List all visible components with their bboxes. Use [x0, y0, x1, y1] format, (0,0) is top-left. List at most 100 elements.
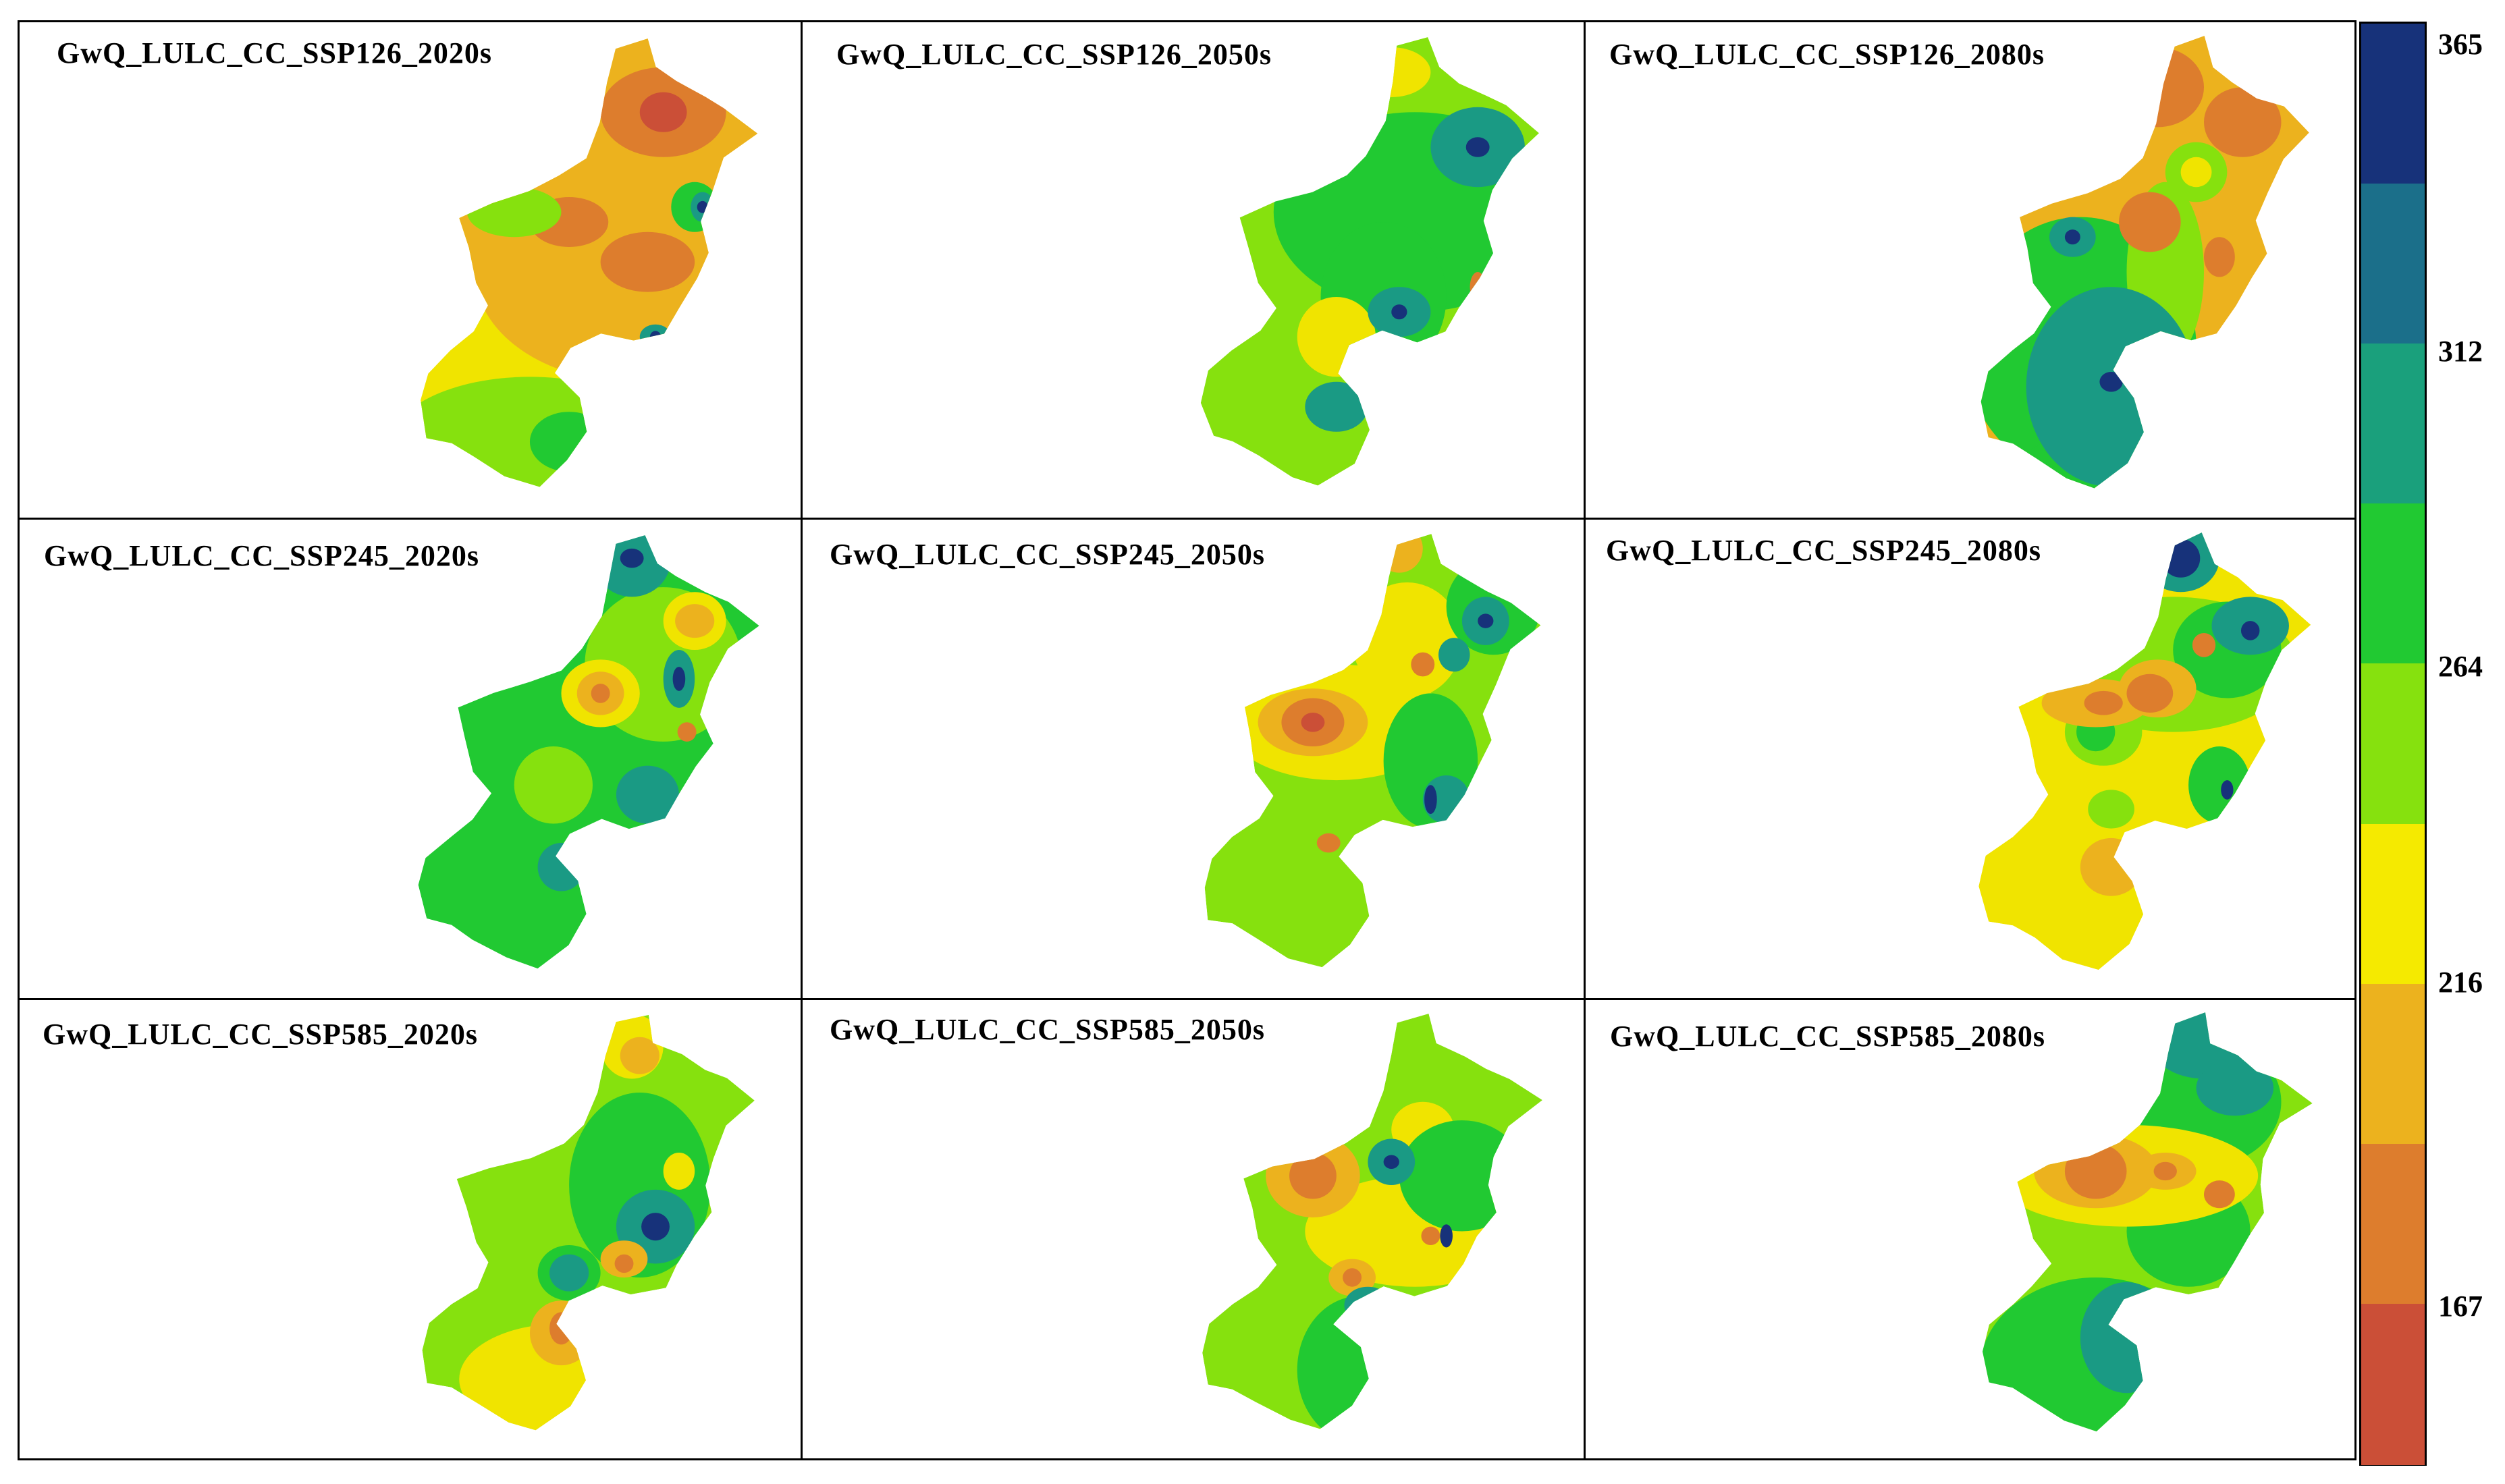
legend-label: 365 — [2438, 28, 2483, 61]
panel-title: GwQ_LULC_CC_SSP245_2020s — [44, 539, 479, 572]
map-zone — [2204, 87, 2282, 157]
map-zone — [2126, 674, 2174, 713]
map-zone — [1316, 833, 1341, 853]
legend-swatch — [2361, 1143, 2425, 1305]
panel-title: GwQ_LULC_CC_SSP585_2080s — [1610, 1020, 2045, 1053]
map-panel-ssp245-2050s: GwQ_LULC_CC_SSP245_2050s — [801, 518, 1586, 1000]
map-zone — [1424, 785, 1437, 815]
map-zone — [537, 843, 585, 891]
map-zone — [616, 765, 679, 824]
map-zone — [639, 324, 672, 350]
map-zone — [1399, 1120, 1525, 1232]
panel-title: GwQ_LULC_CC_SSP245_2080s — [1606, 534, 2041, 567]
map-regions — [418, 535, 759, 969]
map-zone — [1375, 534, 1423, 573]
map-zone — [2119, 192, 2181, 252]
map-zone — [697, 200, 708, 213]
map-regions — [1200, 37, 1539, 486]
map-zone — [2204, 1180, 2235, 1209]
map-zone — [2080, 1282, 2174, 1394]
legend-swatch — [2361, 503, 2425, 665]
map-regions — [421, 38, 758, 487]
color-legend — [2359, 22, 2427, 1466]
map-panel-ssp585-2020s: GwQ_LULC_CC_SSP585_2020s — [18, 998, 803, 1460]
map-ssp585-2020s — [422, 1014, 755, 1431]
map-zone — [1343, 1268, 1362, 1287]
map-ssp245-2050s — [1204, 534, 1541, 968]
legend-label: 312 — [2438, 335, 2483, 368]
map-zone — [1352, 582, 1462, 698]
map-zone — [2180, 157, 2212, 188]
map-zone — [1411, 652, 1435, 677]
map-panel-ssp245-2020s: GwQ_LULC_CC_SSP245_2020s — [18, 518, 803, 1000]
map-panel-ssp126-2080s: GwQ_LULC_CC_SSP126_2080s — [1584, 20, 2356, 520]
map-zone — [641, 1213, 670, 1241]
map-zone — [549, 1254, 589, 1292]
legend-swatch — [2361, 823, 2425, 985]
map-zone — [2161, 539, 2201, 578]
map-zone — [1465, 137, 1490, 157]
map-panel-ssp126-2020s: GwQ_LULC_CC_SSP126_2020s — [18, 20, 803, 520]
panel-title: GwQ_LULC_CC_SSP126_2050s — [836, 38, 1272, 71]
panel-title: GwQ_LULC_CC_SSP585_2050s — [830, 1013, 1265, 1046]
map-zone — [614, 1254, 634, 1273]
legend-swatch — [2361, 1303, 2425, 1466]
map-ssp585-2050s — [1202, 1014, 1542, 1429]
map-zone — [2196, 1060, 2274, 1116]
map-zone — [2111, 47, 2204, 128]
map-zone — [620, 1037, 659, 1074]
map-zone — [1352, 47, 1431, 97]
map-zone — [1383, 1155, 1399, 1170]
map-zone — [2192, 633, 2216, 657]
map-zone — [529, 412, 609, 472]
map-ssp245-2080s — [1978, 532, 2311, 970]
map-zone — [2084, 690, 2123, 715]
map-ssp126-2020s — [421, 38, 758, 487]
panel-title: GwQ_LULC_CC_SSP126_2020s — [57, 36, 492, 70]
map-zone — [421, 377, 672, 487]
panel-title: GwQ_LULC_CC_SSP245_2050s — [830, 538, 1265, 571]
map-zone — [639, 92, 687, 132]
map-panel-ssp585-2080s: GwQ_LULC_CC_SSP585_2080s — [1584, 998, 2356, 1460]
legend-label: 264 — [2438, 650, 2483, 683]
map-zone — [514, 746, 593, 824]
map-regions — [1978, 532, 2311, 970]
map-zone — [591, 684, 610, 703]
map-regions — [1202, 1014, 1542, 1429]
legend-swatch — [2361, 184, 2425, 346]
map-zone — [1344, 1286, 1392, 1324]
map-zone — [1362, 1298, 1374, 1313]
map-zone — [2204, 237, 2235, 277]
map-zone — [620, 548, 644, 568]
map-zone — [549, 1312, 573, 1345]
map-zone — [1289, 1153, 1337, 1199]
map-regions — [1204, 534, 1541, 968]
legend-swatch — [2361, 343, 2425, 505]
panel-title: GwQ_LULC_CC_SSP126_2080s — [1609, 38, 2045, 71]
map-zone — [2088, 790, 2134, 829]
panel-title: GwQ_LULC_CC_SSP585_2020s — [43, 1018, 478, 1051]
map-panel-ssp245-2080s: GwQ_LULC_CC_SSP245_2080s — [1584, 518, 2356, 1000]
map-ssp245-2020s — [418, 535, 759, 969]
map-zone — [675, 604, 715, 638]
legend-swatch — [2361, 983, 2425, 1145]
map-zone — [1297, 1296, 1423, 1429]
map-panel-ssp585-2050s: GwQ_LULC_CC_SSP585_2050s — [801, 998, 1586, 1460]
map-zone — [2117, 1314, 2136, 1334]
map-zone — [1297, 297, 1376, 377]
map-regions — [1983, 1012, 2313, 1432]
map-zone — [466, 187, 562, 238]
map-zone — [2153, 1161, 2177, 1181]
map-zone — [2221, 780, 2234, 800]
map-zone — [663, 1153, 695, 1190]
map-ssp126-2050s — [1200, 37, 1539, 486]
map-panel-ssp126-2050s: GwQ_LULC_CC_SSP126_2050s — [801, 20, 1586, 520]
map-zone — [2064, 229, 2080, 245]
map-zone — [649, 331, 662, 343]
legend-label: 167 — [2438, 1290, 2483, 1323]
map-zone — [1438, 638, 1470, 672]
map-regions — [1981, 36, 2309, 489]
map-zone — [2064, 1143, 2127, 1199]
map-regions — [422, 1014, 755, 1431]
legend-swatch — [2361, 663, 2425, 825]
